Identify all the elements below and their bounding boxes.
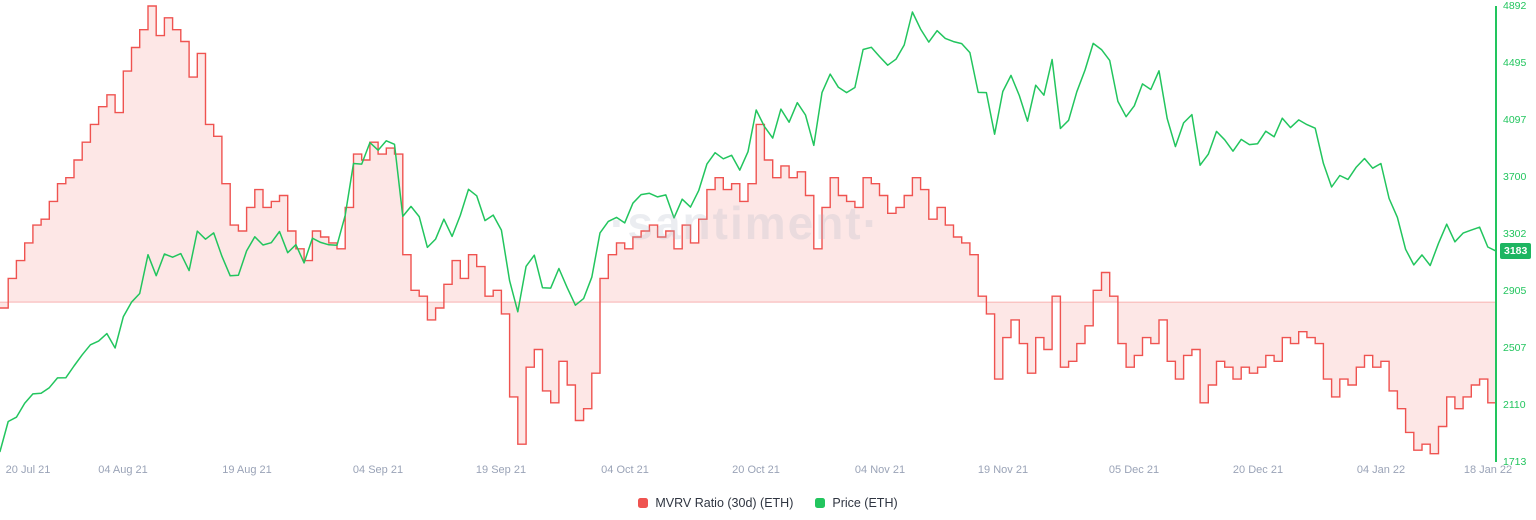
mvrv-area-fill <box>0 6 1496 454</box>
price-axis-label: 1713 <box>1503 456 1527 468</box>
price-axis-label: 4892 <box>1503 0 1527 12</box>
price-axis-label: 3700 <box>1503 171 1527 183</box>
current-price-badge: 3183 <box>1500 243 1532 259</box>
time-axis-label: 04 Nov 21 <box>854 464 906 476</box>
time-axis-label: 18 Jan 22 <box>1463 464 1513 476</box>
time-axis-label: 04 Aug 21 <box>98 464 148 476</box>
time-axis-label: 04 Sep 21 <box>352 464 404 476</box>
time-axis-label: 20 Oct 21 <box>732 464 780 476</box>
time-axis-label: 19 Aug 21 <box>222 464 272 476</box>
time-axis-label: 19 Nov 21 <box>977 464 1029 476</box>
time-axis-label: 04 Jan 22 <box>1356 464 1406 476</box>
price-series-line <box>0 11 1497 453</box>
price-axis-label: 2905 <box>1503 285 1527 297</box>
time-axis-label: 20 Jul 21 <box>5 464 51 476</box>
time-axis-label: 04 Oct 21 <box>601 464 649 476</box>
price-axis-label: 2110 <box>1503 399 1526 411</box>
legend-label-mvrv: MVRV Ratio (30d) (ETH) <box>655 496 794 510</box>
mvrv-swatch-icon <box>638 498 649 508</box>
mvrv-series-line <box>0 5 1497 455</box>
legend-item-price[interactable]: Price (ETH) <box>815 496 898 510</box>
time-axis-label: 20 Dec 21 <box>1232 464 1284 476</box>
time-axis-label: 05 Dec 21 <box>1108 464 1160 476</box>
legend-label-price: Price (ETH) <box>832 496 898 510</box>
price-axis-label: 4495 <box>1503 57 1527 69</box>
price-axis-label: 2507 <box>1503 342 1527 354</box>
legend-item-mvrv[interactable]: MVRV Ratio (30d) (ETH) <box>638 496 793 510</box>
price-axis-label: 3302 <box>1503 228 1527 240</box>
legend: MVRV Ratio (30d) (ETH) Price (ETH) <box>0 494 1536 512</box>
price-axis-label: 4097 <box>1503 114 1527 126</box>
price-swatch-icon <box>815 498 826 508</box>
time-axis-label: 19 Sep 21 <box>475 464 527 476</box>
